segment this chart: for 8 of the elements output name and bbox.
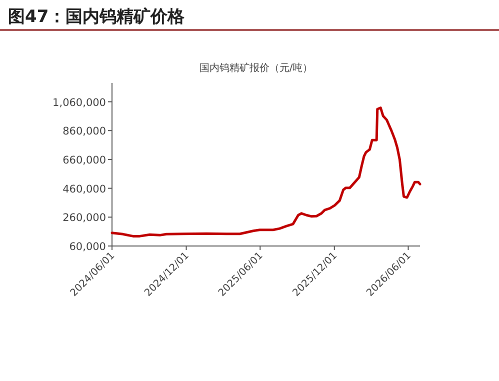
y-tick-label: 260,000 bbox=[62, 212, 106, 224]
y-tick-label: 860,000 bbox=[62, 126, 106, 138]
y-tick-label: 460,000 bbox=[62, 183, 106, 196]
y-tick-label: 60,000 bbox=[69, 241, 106, 253]
y-tick-label: 660,000 bbox=[62, 154, 106, 166]
chart-title: 图47：国内钨精矿价格 bbox=[8, 7, 186, 27]
chart-subtitle: 国内钨精矿报价（元/吨） bbox=[199, 62, 313, 74]
y-tick-label: 1,060,000 bbox=[52, 96, 106, 109]
